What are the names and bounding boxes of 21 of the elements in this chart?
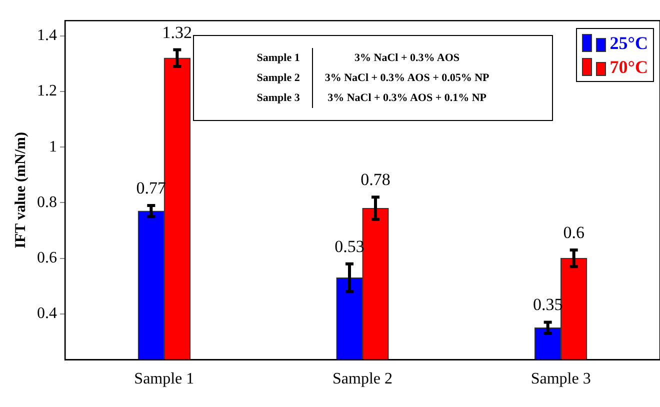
annotation: Sample 1 <box>244 48 312 68</box>
x-tick-label: Sample 1 <box>134 370 194 388</box>
annotation: Sample 2 <box>244 68 312 88</box>
y-tick-label: 1 <box>49 138 57 156</box>
data-label: 0.6 <box>563 222 584 242</box>
y-tick-label: 0.4 <box>37 305 57 322</box>
x-tick-label: Sample 2 <box>332 370 392 388</box>
y-axis-title: IFT value (mN/m) <box>12 132 29 248</box>
y-tick-label: 1.4 <box>37 27 57 44</box>
legend-label: 25°C <box>610 32 648 55</box>
annotation: 3% NaCl + 0.3% AOS + 0.1% NP <box>326 91 488 106</box>
annotation: 3% NaCl + 0.3% AOS + 0.05% NP <box>324 71 490 86</box>
legend-label: 70°C <box>610 56 648 79</box>
data-label: 0.78 <box>360 170 390 190</box>
y-tick-label: 0.8 <box>37 194 57 211</box>
annotation: Sample 3 <box>244 88 312 108</box>
data-label: 1.32 <box>162 22 192 42</box>
annotation: 3% NaCl + 0.3% AOS <box>354 51 461 66</box>
y-tick-label: 0.6 <box>37 250 57 267</box>
y-tick-label: 1.2 <box>37 82 57 100</box>
x-tick-label: Sample 3 <box>530 370 591 388</box>
